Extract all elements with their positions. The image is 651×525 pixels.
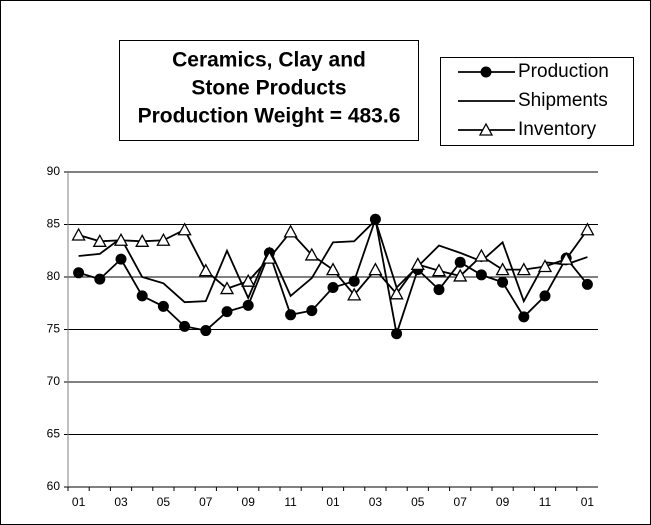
point <box>113 232 129 246</box>
chart-title: Production Weight = 483.6 <box>138 105 401 128</box>
legend-label: Production <box>518 61 609 82</box>
point <box>73 267 85 279</box>
point <box>71 227 86 241</box>
point <box>241 273 256 287</box>
point <box>94 273 106 285</box>
point <box>559 251 574 265</box>
point <box>347 287 362 301</box>
point <box>136 290 148 302</box>
point <box>475 269 487 281</box>
point <box>200 325 212 337</box>
point <box>242 299 254 311</box>
x-tick-label: 09 <box>496 495 510 509</box>
point <box>285 309 297 321</box>
x-tick-label: 03 <box>114 495 128 509</box>
point <box>262 250 277 264</box>
point <box>179 320 191 332</box>
y-tick-label: 65 <box>47 427 61 441</box>
x-tick-label: 09 <box>242 495 256 509</box>
point <box>157 300 169 312</box>
point <box>221 306 233 318</box>
y-tick-label: 90 <box>47 164 61 178</box>
x-tick-label: 01 <box>72 495 86 509</box>
point <box>410 257 425 271</box>
point <box>516 262 531 276</box>
point <box>581 278 593 290</box>
x-tick-label: 11 <box>539 495 552 509</box>
point <box>389 286 404 300</box>
line <box>78 218 588 304</box>
y-tick-label: 85 <box>47 217 61 231</box>
y-tick-label: 70 <box>47 374 61 388</box>
chart-title: Stone Products <box>191 77 346 100</box>
point <box>368 262 383 276</box>
point <box>454 256 466 268</box>
point <box>135 233 150 247</box>
point <box>115 253 127 265</box>
point <box>198 263 213 277</box>
point <box>306 305 318 317</box>
point <box>433 284 445 296</box>
point <box>391 328 403 340</box>
point <box>539 290 551 302</box>
point <box>92 233 107 247</box>
point <box>453 268 468 282</box>
legend-label: Shipments <box>518 90 608 111</box>
y-tick-label: 75 <box>47 322 61 336</box>
point <box>518 311 530 323</box>
point <box>304 247 319 261</box>
point <box>431 263 447 277</box>
x-tick-label: 01 <box>326 495 340 509</box>
point <box>283 224 298 238</box>
title-box <box>119 40 419 141</box>
point <box>327 282 339 293</box>
point <box>325 262 341 276</box>
x-tick-label: 07 <box>454 495 468 509</box>
x-tick-label: 03 <box>369 495 383 509</box>
x-tick-label: 11 <box>284 495 297 509</box>
point <box>497 276 509 288</box>
point <box>580 222 595 236</box>
point <box>177 222 192 236</box>
chart-title: Ceramics, Clay and <box>172 49 366 72</box>
y-tick-label: 60 <box>47 479 61 493</box>
point <box>474 248 489 262</box>
x-tick-label: 05 <box>157 495 171 509</box>
point <box>348 275 360 287</box>
point <box>156 232 171 246</box>
x-tick-label: 05 <box>411 495 425 509</box>
x-tick-label: 07 <box>199 495 213 509</box>
x-tick-label: 01 <box>581 495 595 509</box>
legend-marker <box>480 66 492 78</box>
point <box>495 262 510 276</box>
point <box>537 259 553 273</box>
legend-marker <box>478 122 494 136</box>
point <box>219 281 235 295</box>
legend-label: Inventory <box>518 119 597 140</box>
y-tick-label: 80 <box>47 269 61 283</box>
